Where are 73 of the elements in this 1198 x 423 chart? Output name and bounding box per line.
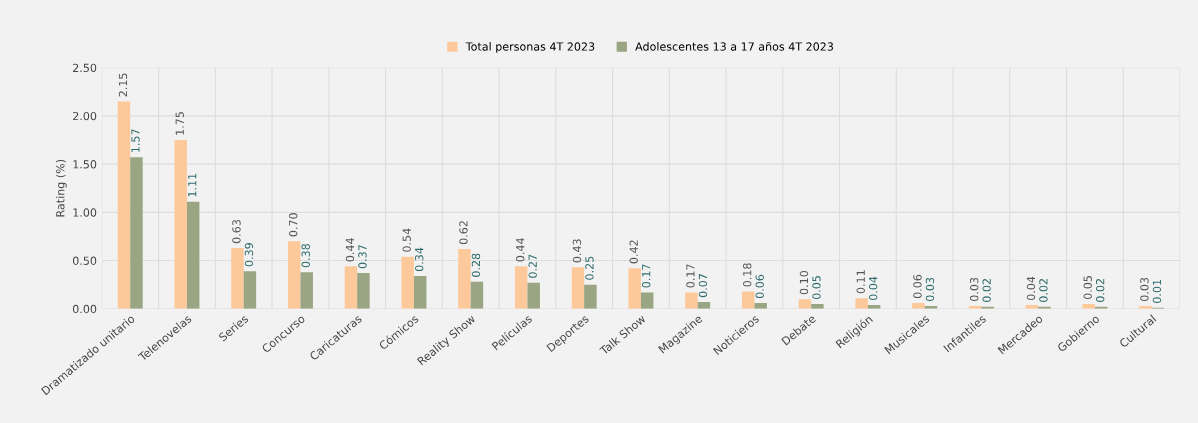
y-tick-label: 2.50 <box>73 63 97 73</box>
bar <box>912 303 925 309</box>
data-label: 0.62 <box>459 221 468 245</box>
data-label: 0.25 <box>585 256 594 280</box>
data-label: 1.11 <box>188 173 197 197</box>
bar <box>413 276 427 309</box>
bar <box>685 292 698 309</box>
data-label: 0.42 <box>629 240 638 264</box>
bar <box>527 282 540 309</box>
y-tick-label: 0.50 <box>72 256 97 265</box>
bar <box>458 248 471 309</box>
bar <box>640 292 654 309</box>
bar <box>186 201 200 309</box>
data-label: 0.34 <box>415 247 424 272</box>
y-tick-label: 1.00 <box>73 208 97 217</box>
data-label: 0.11 <box>856 270 865 294</box>
data-label: 0.44 <box>345 238 355 262</box>
data-label: 0.44 <box>516 238 525 262</box>
data-label: 1.57 <box>131 129 140 152</box>
data-label: 0.63 <box>232 220 241 244</box>
data-label: 0.18 <box>743 263 752 287</box>
bar <box>287 241 301 309</box>
bar <box>130 157 143 309</box>
bar <box>628 268 641 309</box>
data-label: 0.05 <box>1083 276 1092 300</box>
data-label: 0.39 <box>244 243 254 267</box>
data-label: 0.70 <box>289 213 298 237</box>
bar <box>174 140 187 309</box>
bar <box>798 299 812 309</box>
data-label: 0.03 <box>969 277 979 301</box>
data-label: 0.06 <box>913 274 922 299</box>
legend-label: Total personas 4T 2023 <box>465 42 595 53</box>
data-label: 0.37 <box>358 245 367 269</box>
bar <box>741 291 755 309</box>
data-label: 2.15 <box>118 73 128 97</box>
data-label: 0.04 <box>1026 276 1036 301</box>
data-label: 0.03 <box>925 277 935 301</box>
bar <box>401 256 414 309</box>
data-label: 0.27 <box>528 254 537 278</box>
data-label: 0.28 <box>471 253 481 277</box>
legend-label: Adolescentes 13 a 17 años 4T 2023 <box>635 41 833 51</box>
bar <box>344 266 358 309</box>
bar <box>357 273 370 309</box>
data-label: 0.10 <box>799 270 809 295</box>
y-tick-label: 0.00 <box>72 304 97 314</box>
data-label: 0.05 <box>812 276 821 300</box>
bar <box>514 266 528 309</box>
data-label: 0.06 <box>755 274 764 299</box>
data-label: 0.17 <box>686 264 695 288</box>
bar <box>754 303 767 309</box>
bar <box>117 101 131 309</box>
data-label: 0.04 <box>868 276 878 301</box>
bar <box>243 271 257 309</box>
data-label: 0.03 <box>1140 277 1149 301</box>
data-label: 0.38 <box>301 244 310 268</box>
data-label: 0.54 <box>402 228 411 252</box>
bar <box>300 272 313 309</box>
data-label: 0.07 <box>698 274 708 298</box>
bar <box>571 267 585 309</box>
data-label: 0.01 <box>1152 279 1162 303</box>
data-label: 0.02 <box>982 279 991 302</box>
bar <box>470 281 484 309</box>
y-axis-title: Rating (%) <box>55 159 67 217</box>
y-tick-label: 1.50 <box>73 160 97 169</box>
bar <box>231 248 244 309</box>
data-label: 0.43 <box>572 239 582 263</box>
bar <box>855 298 868 309</box>
data-label: 0.02 <box>1039 279 1048 302</box>
y-tick-label: 2.00 <box>73 111 97 121</box>
data-label: 1.75 <box>175 112 184 135</box>
data-label: 0.02 <box>1095 279 1105 302</box>
bar <box>584 284 597 309</box>
data-label: 0.17 <box>641 264 651 288</box>
